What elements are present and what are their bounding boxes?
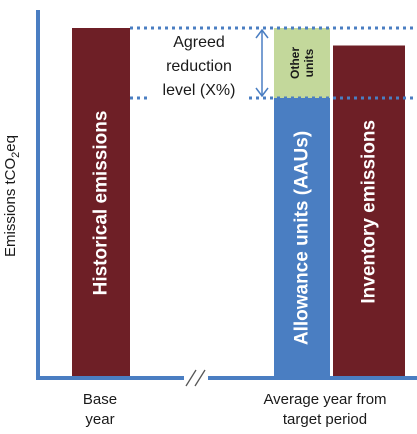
bar-other-units-label-line: Other — [288, 47, 302, 79]
annotation-text-line: reduction — [166, 58, 232, 75]
y-axis-label-tail: eq — [2, 135, 19, 152]
y-axis-label-main: Emissions tCO — [2, 158, 19, 257]
x-tick-label: target period — [283, 411, 367, 428]
reduction-arrow-head-up — [255, 28, 269, 39]
bar-allowance-units — [274, 98, 330, 378]
annotation-text-line: Agreed — [173, 34, 225, 51]
bar-other-units — [274, 28, 330, 98]
annotation-text-line: level (X%) — [163, 82, 236, 99]
bar-historical-emissions-label: Historical emissions — [91, 111, 112, 296]
bar-allowance-units-label: Allowance units (AAUs) — [292, 131, 313, 345]
bar-historical-emissions — [72, 28, 130, 378]
x-tick-label: Base — [83, 391, 117, 408]
bar-inventory-emissions — [333, 45, 405, 378]
axis-break-mark — [194, 369, 206, 387]
x-tick-label: Average year from — [263, 391, 386, 408]
axis-break-mark — [185, 369, 197, 387]
x-tick-label: year — [85, 411, 114, 428]
bar-other-units-label-line: units — [302, 48, 316, 77]
annotation-background — [148, 30, 248, 106]
reduction-arrow-head-down — [255, 87, 269, 98]
y-axis-label-subscript: 2 — [10, 152, 22, 158]
y-axis-label: Emissions tCO2eq — [2, 135, 22, 257]
bar-inventory-emissions-label: Inventory emissions — [359, 120, 380, 304]
